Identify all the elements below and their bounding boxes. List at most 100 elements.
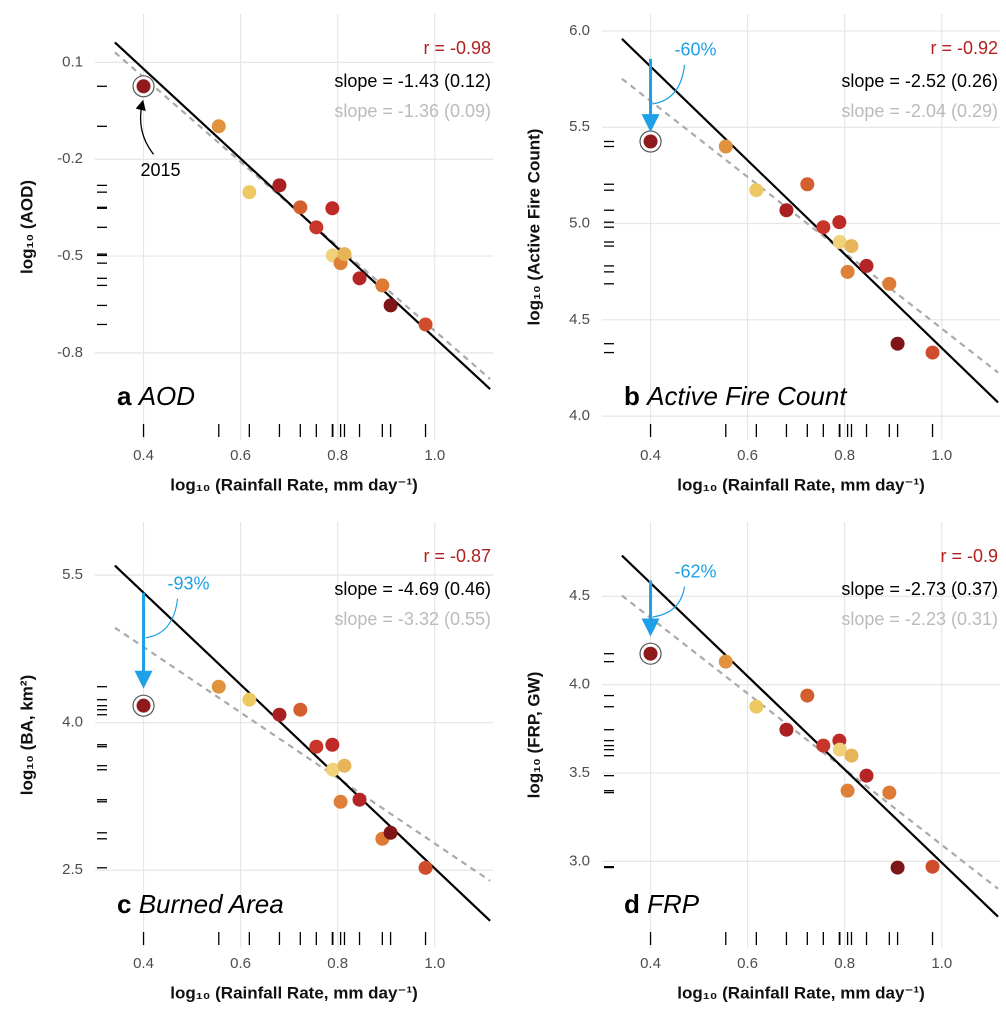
panel-letter: a — [117, 381, 132, 411]
point — [749, 183, 764, 198]
y-tick-label: 4.0 — [569, 676, 590, 693]
point — [925, 345, 940, 360]
point — [890, 336, 905, 351]
slope: slope = -1.43 (0.12) — [334, 71, 491, 91]
point — [325, 201, 340, 216]
panel-letter: b — [624, 381, 640, 411]
x-tick-label: 0.4 — [133, 447, 154, 464]
point — [136, 698, 151, 713]
y-tick-label: 2.5 — [62, 861, 83, 878]
x-tick-label: 0.8 — [834, 447, 855, 464]
point — [272, 178, 287, 193]
point — [832, 742, 847, 757]
point — [272, 707, 287, 722]
point — [293, 200, 308, 215]
x-tick-label: 0.8 — [327, 955, 348, 972]
r-value: r = -0.98 — [423, 38, 491, 58]
x-axis-title: log₁₀ (Rainfall Rate, mm day⁻¹) — [677, 475, 925, 494]
point — [309, 220, 324, 235]
panel: 0.4 0.6 0.8 1.0 4.5 4.0 3.5 3.0 r = -0.9 slope = … — [524, 522, 1000, 1002]
y-tick-label: -0.8 — [57, 344, 83, 361]
point — [859, 258, 874, 273]
y-tick-label: -0.2 — [57, 150, 83, 167]
y-tick-label: 3.5 — [569, 764, 590, 781]
y-tick-label: 5.0 — [569, 215, 590, 232]
y-tick-label: 4.0 — [62, 714, 83, 731]
slope: slope = -2.52 (0.26) — [841, 71, 998, 91]
point — [890, 860, 905, 875]
point — [643, 134, 658, 149]
change-leader — [652, 64, 686, 105]
x-tick-label: 0.6 — [737, 955, 758, 972]
panel-label: a AOD — [117, 381, 195, 411]
point — [242, 185, 257, 200]
point — [337, 247, 352, 262]
x-axis-title: log₁₀ (Rainfall Rate, mm day⁻¹) — [677, 983, 925, 1002]
point — [333, 794, 348, 809]
y-axis-title: log₁₀ (FRP, GW) — [524, 672, 543, 799]
x-tick-label: 1.0 — [931, 447, 952, 464]
x-axis-title: log₁₀ (Rainfall Rate, mm day⁻¹) — [170, 983, 418, 1002]
y-axis-title: log₁₀ (AOD) — [17, 180, 36, 274]
panel-label: d FRP — [624, 889, 700, 919]
panel-name: Burned Area — [139, 889, 284, 919]
y-tick-label: -0.5 — [57, 247, 83, 264]
panel-label: b Active Fire Count — [624, 381, 848, 411]
point — [832, 215, 847, 230]
point — [840, 783, 855, 798]
point — [309, 739, 324, 754]
change-leader — [145, 598, 179, 639]
annotation-arrow — [135, 99, 155, 155]
point — [325, 737, 340, 752]
x-axis-title: log₁₀ (Rainfall Rate, mm day⁻¹) — [170, 475, 418, 494]
x-tick-label: 1.0 — [424, 955, 445, 972]
point — [779, 722, 794, 737]
x-tick-label: 0.4 — [133, 955, 154, 972]
point — [832, 235, 847, 250]
point — [211, 679, 226, 694]
point — [418, 317, 433, 332]
panel-name: AOD — [137, 381, 195, 411]
x-tick-label: 0.8 — [834, 955, 855, 972]
point — [749, 699, 764, 714]
slope: slope = -2.73 (0.37) — [841, 579, 998, 599]
change-label: -60% — [675, 40, 717, 60]
y-tick-label: 0.1 — [62, 53, 83, 70]
slope: slope = -4.69 (0.46) — [334, 579, 491, 599]
x-tick-label: 0.6 — [230, 955, 251, 972]
point — [840, 264, 855, 279]
point — [418, 860, 433, 875]
point — [383, 825, 398, 840]
panel-letter: c — [117, 889, 131, 919]
point — [816, 738, 831, 753]
y-tick-label: 3.0 — [569, 852, 590, 869]
change-label: -62% — [675, 561, 717, 581]
fit-line — [621, 38, 999, 404]
slope-dashed: slope = -1.36 (0.09) — [334, 101, 491, 121]
annotation-label: 2015 — [141, 160, 181, 180]
point — [779, 203, 794, 218]
point — [325, 762, 340, 777]
fit-line — [621, 554, 999, 918]
r-value: r = -0.9 — [940, 546, 998, 566]
point — [800, 177, 815, 192]
y-tick-label: 4.5 — [569, 311, 590, 328]
r-value: r = -0.87 — [423, 546, 491, 566]
y-tick-label: 5.5 — [569, 118, 590, 135]
y-axis-title: log₁₀ (Active Fire Count) — [524, 129, 543, 326]
panel-name: FRP — [647, 889, 700, 919]
point — [375, 278, 390, 293]
panel-letter: d — [624, 889, 640, 919]
point — [882, 785, 897, 800]
x-tick-label: 0.4 — [640, 955, 661, 972]
panel-label: c Burned Area — [117, 889, 284, 919]
point — [352, 271, 367, 286]
y-tick-label: 5.5 — [62, 566, 83, 583]
point — [211, 119, 226, 134]
y-tick-label: 4.5 — [569, 587, 590, 604]
point — [242, 692, 257, 707]
fit-line — [114, 41, 491, 390]
point — [718, 139, 733, 154]
point — [859, 768, 874, 783]
point — [844, 748, 859, 763]
